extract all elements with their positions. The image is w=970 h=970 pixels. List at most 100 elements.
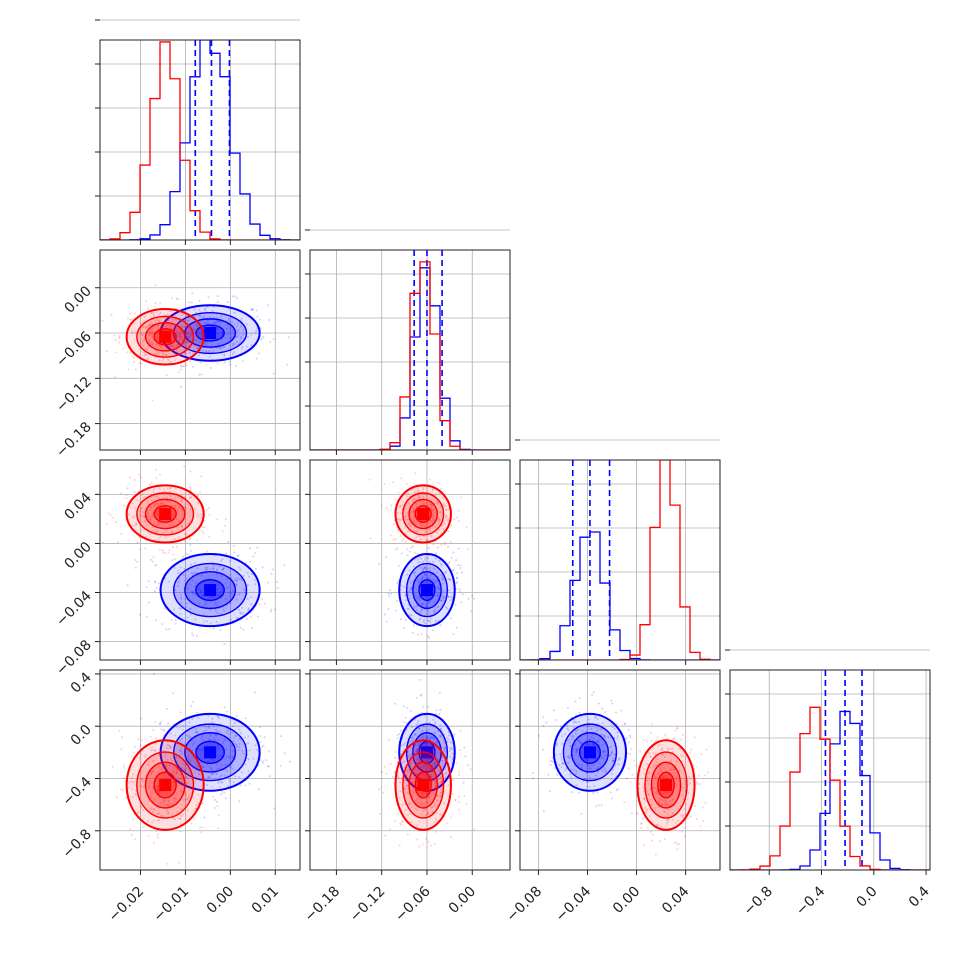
scatter-point bbox=[270, 572, 273, 575]
scatter-point bbox=[250, 344, 253, 347]
y-tick-label: 0.0 bbox=[68, 722, 95, 749]
scatter-point bbox=[216, 362, 219, 365]
scatter-point bbox=[269, 340, 272, 343]
scatter-point bbox=[133, 361, 136, 364]
scatter-point bbox=[649, 731, 652, 734]
scatter-point bbox=[627, 741, 630, 744]
scatter-point bbox=[466, 764, 469, 767]
scatter-point bbox=[203, 315, 206, 318]
scatter-point bbox=[188, 351, 191, 354]
scatter-point bbox=[178, 726, 181, 729]
scatter-point bbox=[566, 706, 569, 709]
scatter-point bbox=[212, 627, 215, 630]
scatter-point bbox=[273, 608, 276, 611]
scatter-point bbox=[390, 534, 393, 537]
scatter-point bbox=[131, 354, 134, 357]
scatter-point bbox=[448, 560, 451, 563]
scatter-point bbox=[578, 697, 581, 700]
scatter-point bbox=[254, 552, 257, 555]
scatter-point bbox=[170, 618, 173, 621]
scatter-point bbox=[267, 750, 270, 753]
scatter-point bbox=[449, 836, 452, 839]
scatter-point bbox=[238, 800, 241, 803]
scatter-point bbox=[434, 723, 437, 726]
scatter-point bbox=[203, 321, 206, 324]
scatter-point bbox=[179, 711, 182, 714]
scatter-point bbox=[136, 560, 139, 563]
scatter-point bbox=[232, 329, 235, 332]
scatter-point bbox=[150, 481, 153, 484]
scatter-point bbox=[251, 627, 254, 630]
scatter-point bbox=[459, 590, 462, 593]
scatter-point bbox=[155, 619, 158, 622]
scatter-point bbox=[185, 364, 188, 367]
scatter-point bbox=[241, 360, 244, 363]
scatter-point bbox=[147, 307, 150, 310]
scatter-point bbox=[201, 826, 204, 829]
scatter-point bbox=[141, 826, 144, 829]
scatter-point bbox=[465, 803, 468, 806]
scatter-point bbox=[137, 738, 140, 741]
scatter-point bbox=[203, 526, 206, 529]
scatter-point bbox=[401, 540, 404, 543]
scatter-point bbox=[233, 351, 236, 354]
scatter-point bbox=[452, 779, 455, 782]
scatter-point bbox=[130, 755, 133, 758]
scatter-point bbox=[220, 315, 223, 318]
scatter-point bbox=[225, 552, 228, 555]
scatter-point bbox=[383, 765, 386, 768]
scatter-point bbox=[425, 837, 428, 840]
scatter-point bbox=[396, 600, 399, 603]
scatter-point bbox=[115, 521, 118, 524]
scatter-point bbox=[226, 710, 229, 713]
scatter-point bbox=[461, 593, 464, 596]
density-peak bbox=[417, 507, 430, 520]
scatter-point bbox=[412, 557, 415, 560]
scatter-point bbox=[651, 723, 654, 726]
scatter-point bbox=[160, 728, 163, 731]
scatter-point bbox=[542, 725, 545, 728]
scatter-point bbox=[615, 711, 618, 714]
scatter-point bbox=[183, 364, 186, 367]
scatter-point bbox=[193, 308, 196, 311]
scatter-point bbox=[138, 613, 141, 616]
scatter-point bbox=[382, 791, 385, 794]
scatter-point bbox=[646, 826, 649, 829]
scatter-point bbox=[189, 470, 192, 473]
scatter-point bbox=[216, 827, 219, 830]
scatter-point bbox=[247, 335, 250, 338]
scatter-point bbox=[459, 730, 462, 733]
scatter-point bbox=[459, 496, 462, 499]
scatter-point bbox=[122, 347, 125, 350]
scatter-point bbox=[462, 781, 465, 784]
scatter-point bbox=[215, 518, 218, 521]
scatter-point bbox=[248, 782, 251, 785]
scatter-point bbox=[555, 719, 558, 722]
scatter-point bbox=[664, 733, 667, 736]
scatter-point bbox=[155, 468, 158, 471]
scatter-point bbox=[654, 853, 657, 856]
scatter-point bbox=[394, 702, 397, 705]
scatter-point bbox=[120, 748, 123, 751]
scatter-point bbox=[140, 739, 143, 742]
scatter-point bbox=[183, 326, 186, 329]
scatter-point bbox=[259, 318, 262, 321]
scatter-point bbox=[200, 352, 203, 355]
scatter-point bbox=[153, 305, 156, 308]
scatter-point bbox=[105, 350, 108, 353]
scatter-point bbox=[427, 635, 430, 638]
scatter-point bbox=[636, 813, 639, 816]
scatter-point bbox=[183, 465, 186, 468]
scatter-point bbox=[145, 615, 148, 618]
x-tick-label: 0.0 bbox=[854, 884, 881, 911]
scatter-point bbox=[226, 328, 229, 331]
scatter-point bbox=[181, 325, 184, 328]
scatter-point bbox=[422, 735, 425, 738]
scatter-point bbox=[224, 797, 227, 800]
scatter-point bbox=[134, 368, 137, 371]
scatter-point bbox=[212, 349, 215, 352]
scatter-point bbox=[190, 704, 193, 707]
scatter-point bbox=[195, 347, 198, 350]
scatter-point bbox=[704, 801, 707, 804]
scatter-point bbox=[651, 833, 654, 836]
